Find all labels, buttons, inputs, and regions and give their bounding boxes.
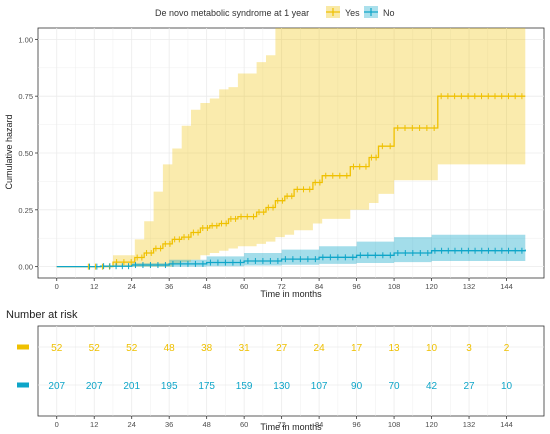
risk-value-no: 130 (273, 381, 290, 392)
risk-row-key-no (17, 382, 29, 388)
risk-grid-lines (38, 326, 544, 416)
hazard-plot: 0.00 0.25 0.50 0.75 1.00 0 12 24 36 48 60 72 84 96 10… (4, 27, 545, 299)
x-tick-label: 72 (277, 282, 285, 291)
risk-table-title: Number at risk (6, 309, 78, 321)
risk-row-key-yes (17, 344, 29, 350)
x-axis-label: Time in months (260, 289, 322, 299)
legend-key-yes (326, 6, 340, 18)
risk-value-yes: 38 (201, 343, 213, 354)
x-tick-label: 48 (202, 282, 210, 291)
y-tick-label: 0.75 (18, 92, 33, 101)
risk-value-yes: 13 (389, 343, 401, 354)
y-axis-label: Cumulative hazard (4, 114, 14, 189)
x-tick-label: 0 (55, 282, 59, 291)
y-tick-label: 1.00 (18, 35, 33, 44)
risk-value-yes: 24 (314, 343, 326, 354)
x-axis-ticks: 0 12 24 36 48 60 72 84 96 108 120 132 144 (55, 278, 513, 291)
legend-label-yes: Yes (345, 8, 360, 18)
risk-x-tick-label: 96 (352, 420, 360, 429)
x-tick-label: 132 (463, 282, 476, 291)
x-tick-label: 144 (500, 282, 513, 291)
risk-panel-border (37, 325, 545, 417)
x-tick-label: 84 (315, 282, 323, 291)
risk-value-yes: 48 (164, 343, 176, 354)
x-tick-label: 108 (388, 282, 401, 291)
risk-value-no: 90 (351, 381, 363, 392)
risk-value-yes: 52 (89, 343, 101, 354)
risk-value-no: 207 (86, 381, 103, 392)
risk-value-no: 175 (198, 381, 215, 392)
risk-value-yes: 2 (504, 343, 510, 354)
legend: De novo metabolic syndrome at 1 year Yes… (155, 6, 395, 18)
risk-x-tick-label: 60 (240, 420, 248, 429)
risk-value-no: 159 (236, 381, 253, 392)
risk-value-no: 107 (311, 381, 328, 392)
legend-title: De novo metabolic syndrome at 1 year (155, 8, 309, 18)
risk-value-yes: 52 (51, 343, 63, 354)
legend-label-no: No (383, 8, 395, 18)
risk-value-yes: 52 (126, 343, 138, 354)
risk-table: Number at risk 52 52 52 48 38 31 27 24 17 13 10 3 2 2… (6, 309, 545, 432)
ci-band-yes (56, 28, 526, 267)
risk-x-tick-label: 48 (202, 420, 210, 429)
risk-x-tick-label: 108 (388, 420, 401, 429)
risk-x-tick-label: 132 (463, 420, 476, 429)
x-tick-label: 12 (90, 282, 98, 291)
risk-x-tick-label: 144 (500, 420, 513, 429)
risk-x-tick-label: 12 (90, 420, 98, 429)
risk-value-yes: 10 (426, 343, 438, 354)
risk-value-no: 42 (426, 381, 438, 392)
risk-value-yes: 27 (276, 343, 288, 354)
x-tick-label: 96 (352, 282, 360, 291)
x-tick-label: 24 (128, 282, 136, 291)
legend-key-no (364, 6, 378, 18)
y-tick-label: 0.25 (18, 206, 33, 215)
risk-x-tick-label: 120 (425, 420, 438, 429)
grid-lines (38, 28, 544, 278)
risk-value-no: 70 (389, 381, 401, 392)
risk-value-no: 27 (463, 381, 475, 392)
risk-values: 52 52 52 48 38 31 27 24 17 13 10 3 2 207 207 201 195 175 1… (48, 343, 512, 392)
risk-value-no: 10 (501, 381, 513, 392)
y-tick-label: 0.00 (18, 263, 33, 272)
risk-x-tick-label: 84 (315, 420, 323, 429)
x-tick-label: 36 (165, 282, 173, 291)
risk-x-axis-ticks: 0 12 24 36 48 60 72 84 96 108 120 132 144 (55, 416, 513, 429)
risk-value-yes: 31 (239, 343, 251, 354)
x-tick-label: 60 (240, 282, 248, 291)
y-tick-label: 0.50 (18, 149, 33, 158)
censor-marks (87, 93, 523, 270)
risk-row-keys (17, 344, 29, 388)
risk-x-tick-label: 72 (277, 420, 285, 429)
risk-x-tick-label: 36 (165, 420, 173, 429)
hazard-line-no (56, 249, 526, 268)
x-tick-label: 120 (425, 282, 438, 291)
risk-x-tick-label: 0 (55, 420, 59, 429)
risk-x-tick-label: 24 (128, 420, 136, 429)
risk-value-no: 207 (48, 381, 65, 392)
y-axis-ticks: 0.00 0.25 0.50 0.75 1.00 (18, 35, 38, 272)
risk-value-yes: 3 (466, 343, 472, 354)
risk-value-no: 195 (161, 381, 178, 392)
risk-value-yes: 17 (351, 343, 363, 354)
risk-x-axis-label: Time in months (260, 422, 322, 432)
risk-value-no: 201 (123, 381, 140, 392)
confidence-bands (56, 28, 526, 267)
ci-band-no (56, 234, 526, 267)
